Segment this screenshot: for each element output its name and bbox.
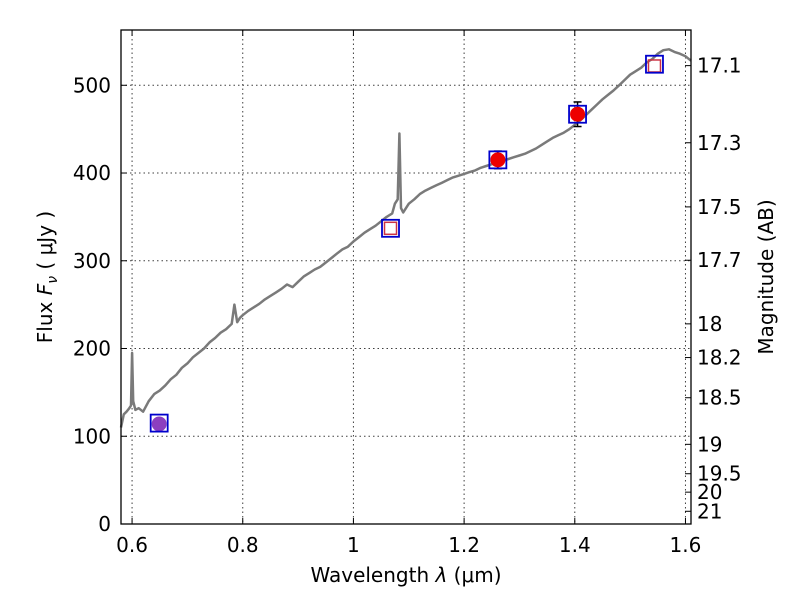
y2-tick-label: 21 [697,499,722,523]
y-tick-label: 300 [73,249,111,273]
x-tick-label: 0.6 [116,533,148,557]
y-axis-label: Flux Fν ( μJy ) [33,211,61,343]
y2-tick-label: 17.5 [697,195,742,219]
y-tick-label: 200 [73,337,111,361]
y-tick-label: 400 [73,161,111,185]
open-square [149,413,169,433]
y2-tick-label: 18.5 [697,386,742,410]
open-square [568,104,587,124]
y2-tick-label: 20 [697,480,722,504]
y-tick-label: 0 [98,512,111,536]
spectrum-line [119,48,692,428]
x-tick-label: 0.8 [227,533,259,557]
y2-tick-label: 19.5 [697,462,742,486]
y2-tick-label: 17.1 [697,54,742,78]
plot-frame [120,29,692,525]
x-tick-label: 1.2 [448,533,480,557]
x-tick-label: 1.4 [559,533,591,557]
x-tick-label: 1 [347,533,360,557]
spectrum-layer [119,48,692,428]
y-axis-left: 0 100 200 300 400 500 [73,73,127,536]
marker-layer [149,54,664,433]
x-tick-label: 1.6 [670,533,702,557]
y2-tick-label: 17.3 [697,131,742,155]
grid-layer [121,30,691,525]
open-square [645,54,664,74]
open-square [488,150,508,170]
data-point [490,152,506,168]
model-square [383,221,398,236]
y2-tick-label: 18.2 [697,346,742,370]
data-point [151,416,167,432]
open-square [381,218,400,238]
y2-tick-label: 17.7 [697,248,742,272]
x-axis-label: Wavelength λ (μm) [310,563,501,587]
y2-tick-label: 19 [697,432,722,456]
y-tick-label: 500 [73,73,111,97]
model-square [647,59,662,73]
x-axis: 0.6 0.8 1 1.2 1.4 1.6 [116,30,701,557]
y2-tick-label: 18 [697,312,722,336]
y2-axis-label: Magnitude (AB) [754,199,778,354]
data-point [570,106,586,122]
y-tick-label: 100 [73,424,111,448]
